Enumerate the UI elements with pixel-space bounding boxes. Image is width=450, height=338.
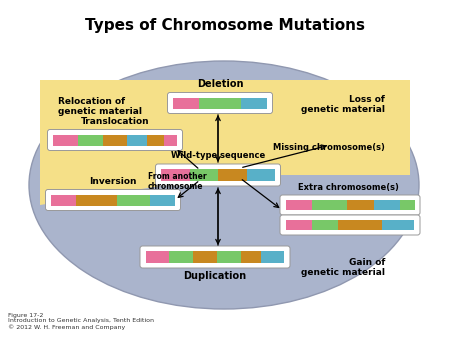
FancyBboxPatch shape bbox=[156, 164, 280, 186]
Bar bbox=[217, 251, 241, 263]
Text: Loss of
genetic material: Loss of genetic material bbox=[301, 95, 385, 114]
Bar bbox=[312, 200, 347, 210]
Bar bbox=[338, 220, 382, 230]
Bar bbox=[194, 251, 217, 263]
Bar bbox=[117, 194, 150, 206]
Bar bbox=[170, 251, 194, 263]
Bar bbox=[173, 97, 198, 108]
Polygon shape bbox=[40, 80, 410, 205]
Bar bbox=[241, 97, 267, 108]
Text: Missing chromosome(s): Missing chromosome(s) bbox=[273, 144, 385, 152]
Bar bbox=[312, 220, 338, 230]
Text: Deletion: Deletion bbox=[197, 79, 243, 89]
Text: Extra chromosome(s): Extra chromosome(s) bbox=[297, 183, 398, 192]
Bar bbox=[382, 220, 414, 230]
Text: Types of Chromosome Mutations: Types of Chromosome Mutations bbox=[85, 18, 365, 33]
Text: From another
chromosome: From another chromosome bbox=[148, 172, 207, 191]
FancyBboxPatch shape bbox=[48, 129, 183, 150]
Bar bbox=[374, 200, 400, 210]
Bar bbox=[103, 135, 127, 145]
Bar bbox=[145, 251, 170, 263]
FancyBboxPatch shape bbox=[280, 195, 420, 215]
FancyBboxPatch shape bbox=[45, 190, 180, 211]
Text: Relocation of
genetic material: Relocation of genetic material bbox=[58, 97, 142, 116]
FancyBboxPatch shape bbox=[167, 93, 273, 114]
Bar bbox=[147, 135, 164, 145]
Bar bbox=[78, 135, 103, 145]
Text: Duplication: Duplication bbox=[184, 271, 247, 281]
Bar bbox=[218, 169, 247, 181]
Bar bbox=[198, 97, 241, 108]
Bar bbox=[285, 200, 312, 210]
Bar bbox=[127, 135, 147, 145]
Bar bbox=[241, 251, 261, 263]
Bar bbox=[51, 194, 76, 206]
Bar bbox=[53, 135, 78, 145]
Text: Figure 17-2
Introduction to Genetic Analysis, Tenth Edition
© 2012 W. H. Freeman: Figure 17-2 Introduction to Genetic Anal… bbox=[8, 313, 154, 330]
FancyBboxPatch shape bbox=[140, 246, 290, 268]
Text: Translocation: Translocation bbox=[81, 117, 149, 126]
Bar bbox=[347, 200, 374, 210]
Bar bbox=[164, 135, 177, 145]
Bar bbox=[285, 220, 312, 230]
Bar bbox=[261, 251, 284, 263]
Bar bbox=[150, 194, 175, 206]
Bar bbox=[161, 169, 189, 181]
Bar bbox=[189, 169, 218, 181]
Bar bbox=[76, 194, 117, 206]
Text: Inversion: Inversion bbox=[89, 177, 137, 186]
Bar bbox=[400, 200, 414, 210]
Ellipse shape bbox=[29, 61, 419, 309]
Bar bbox=[247, 169, 275, 181]
Text: Gain of
genetic material: Gain of genetic material bbox=[301, 258, 385, 277]
FancyBboxPatch shape bbox=[280, 215, 420, 235]
Text: Wild-type sequence: Wild-type sequence bbox=[171, 151, 265, 160]
